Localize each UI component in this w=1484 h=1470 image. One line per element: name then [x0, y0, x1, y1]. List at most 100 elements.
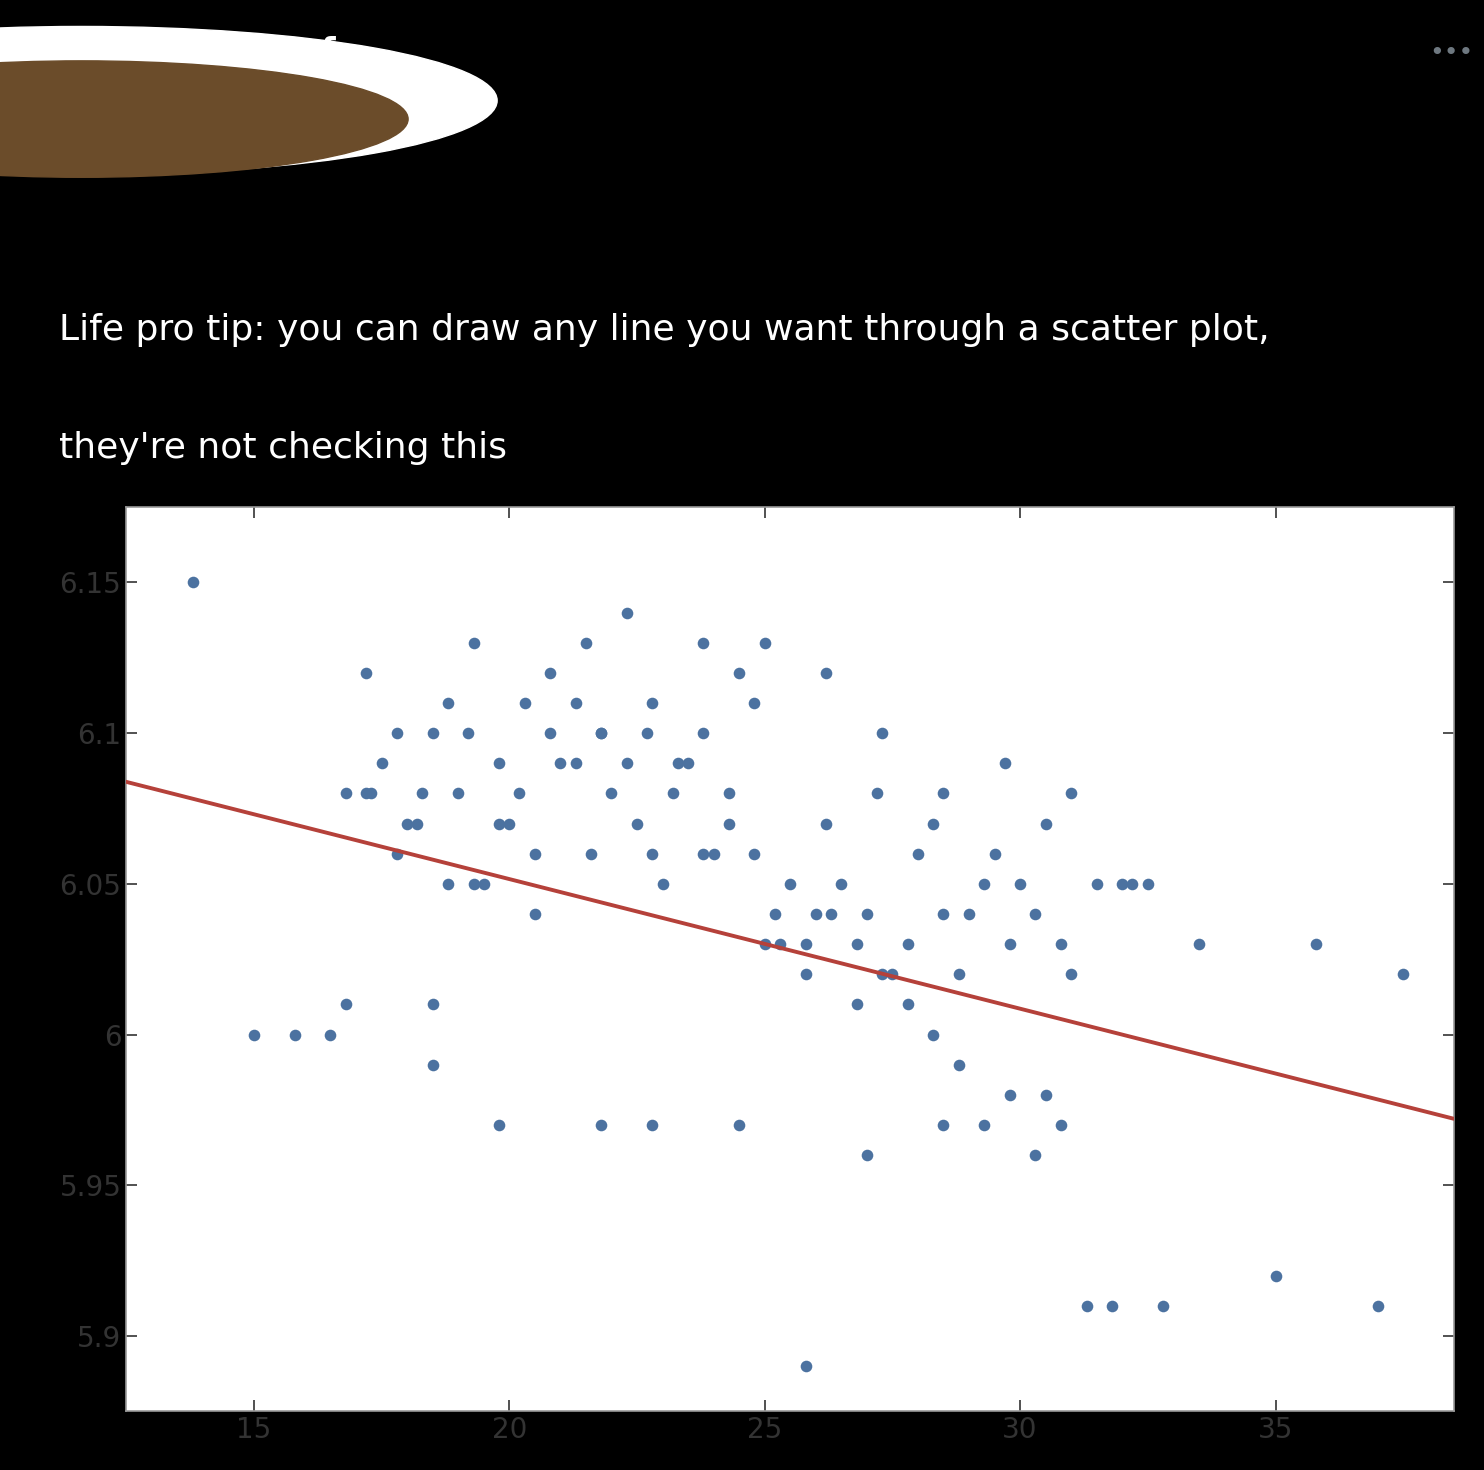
Point — [947, 963, 971, 986]
Point — [666, 751, 690, 775]
Point — [549, 751, 573, 775]
Point — [830, 872, 853, 895]
Point — [999, 1083, 1022, 1107]
Point — [539, 722, 562, 745]
Point — [589, 1113, 613, 1136]
Point — [564, 691, 588, 714]
Point — [692, 631, 715, 654]
Point — [1110, 872, 1134, 895]
Point — [1152, 1294, 1175, 1317]
Point — [472, 872, 496, 895]
Point — [355, 782, 378, 806]
Point — [405, 811, 429, 835]
Point — [1100, 1294, 1123, 1317]
Point — [794, 932, 818, 956]
Point — [660, 782, 684, 806]
Point — [462, 872, 485, 895]
Point — [999, 932, 1022, 956]
Circle shape — [0, 26, 497, 175]
Point — [932, 903, 956, 926]
Point — [1049, 1113, 1073, 1136]
Point — [1034, 1083, 1058, 1107]
Text: @lcamtuf: @lcamtuf — [193, 131, 326, 160]
Point — [1074, 1294, 1098, 1317]
Point — [778, 872, 801, 895]
Point — [522, 842, 546, 866]
Point — [589, 722, 613, 745]
Point — [1085, 872, 1109, 895]
Point — [614, 751, 638, 775]
Point — [692, 842, 715, 866]
Point — [283, 1023, 307, 1047]
Point — [641, 691, 665, 714]
Point — [614, 601, 638, 625]
Point — [932, 1113, 956, 1136]
Point — [769, 932, 792, 956]
Point — [1365, 1294, 1389, 1317]
Point — [384, 722, 408, 745]
Point — [355, 662, 378, 685]
Point — [794, 963, 818, 986]
Point — [1187, 932, 1211, 956]
Point — [421, 992, 445, 1016]
Point — [522, 903, 546, 926]
Point — [1024, 1144, 1048, 1167]
Point — [922, 811, 945, 835]
Point — [865, 782, 889, 806]
Point — [844, 992, 868, 1016]
Point — [742, 691, 766, 714]
Point — [513, 691, 537, 714]
Point — [692, 722, 715, 745]
Point — [334, 992, 358, 1016]
Point — [815, 662, 838, 685]
Point — [752, 631, 776, 654]
Point — [855, 903, 879, 926]
Point — [1008, 872, 1031, 895]
Point — [763, 903, 787, 926]
Point — [334, 782, 358, 806]
Text: they're not checking this: they're not checking this — [59, 431, 508, 465]
Point — [982, 842, 1006, 866]
Point — [641, 1113, 665, 1136]
Point — [794, 1354, 818, 1377]
Point — [972, 1113, 996, 1136]
Point — [717, 782, 741, 806]
Point — [447, 782, 470, 806]
Point — [844, 932, 868, 956]
Point — [1049, 932, 1073, 956]
Point — [1060, 782, 1083, 806]
Point — [574, 631, 598, 654]
Point — [635, 722, 659, 745]
Point — [370, 751, 393, 775]
Point — [819, 903, 843, 926]
Circle shape — [0, 60, 408, 178]
Point — [487, 811, 510, 835]
Point — [1034, 811, 1058, 835]
Point — [855, 1144, 879, 1167]
Point — [625, 811, 649, 835]
Point — [487, 751, 510, 775]
Point — [579, 842, 603, 866]
Point — [932, 782, 956, 806]
Point — [870, 963, 893, 986]
Point — [497, 811, 521, 835]
Point — [1392, 963, 1416, 986]
Point — [242, 1023, 266, 1047]
Point — [896, 992, 920, 1016]
Point — [727, 662, 751, 685]
Point — [462, 631, 485, 654]
Point — [804, 903, 828, 926]
Point — [395, 811, 418, 835]
Point — [650, 872, 674, 895]
Point — [727, 1113, 751, 1136]
Point — [717, 811, 741, 835]
Point — [589, 722, 613, 745]
Point — [1060, 963, 1083, 986]
Point — [436, 691, 460, 714]
Point — [880, 963, 904, 986]
Point — [1024, 903, 1048, 926]
Point — [181, 570, 205, 594]
Point — [677, 751, 700, 775]
Point — [641, 842, 665, 866]
Point — [993, 751, 1017, 775]
